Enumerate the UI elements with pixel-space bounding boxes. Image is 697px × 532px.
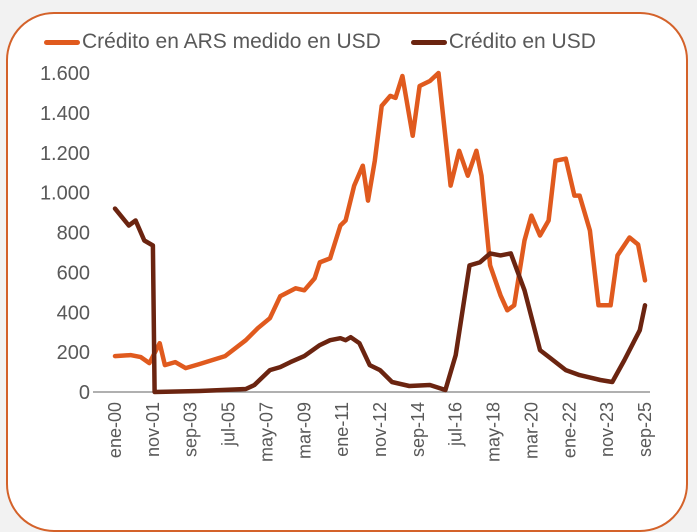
- y-tick-label: 800: [57, 223, 90, 245]
- x-tick-label: may-18: [484, 402, 504, 462]
- y-tick-label: 200: [57, 342, 90, 364]
- x-tick-label: ene-00: [105, 402, 125, 458]
- x-tick-label: sep-03: [181, 402, 201, 457]
- series-line-ars: [112, 70, 648, 371]
- x-tick-label: ene-11: [332, 402, 352, 457]
- y-tick-label: 0: [79, 382, 90, 404]
- y-tick-label: 1.400: [40, 103, 90, 125]
- legend-item-ars: Crédito en ARS medido en USD: [44, 30, 381, 54]
- y-tick-label: 1.000: [40, 183, 90, 205]
- y-tick-label: 1.600: [40, 63, 90, 85]
- x-tick-label: jul-16: [446, 402, 466, 447]
- line-chart: 0 200 400 600 800 1.000 1.200 1.400 1.600 ene-00 n…: [40, 63, 655, 462]
- x-tick-label: sep-14: [408, 402, 428, 457]
- x-tick-label: mar-09: [294, 402, 314, 459]
- legend-label-usd: Crédito en USD: [448, 30, 596, 53]
- x-tick-label: ene-22: [559, 402, 579, 458]
- x-tick-label: nov-12: [370, 402, 390, 457]
- x-tick-label: sep-25: [635, 402, 655, 457]
- x-tick-label: nov-23: [597, 402, 617, 457]
- x-tick-label: nov-01: [143, 402, 163, 457]
- x-tick-label: mar-20: [521, 402, 541, 459]
- chart-card: [6, 12, 688, 532]
- y-tick-label: 600: [57, 262, 90, 284]
- legend-swatch-ars: [44, 39, 80, 45]
- y-tick-label: 1.200: [40, 143, 90, 165]
- series-line-usd: [112, 206, 648, 395]
- legend-swatch-usd: [410, 39, 447, 45]
- x-tick-label: jul-05: [219, 402, 239, 447]
- legend-item-usd: Crédito en USD: [410, 30, 596, 54]
- legend: Crédito en ARS medido en USD Crédito en …: [44, 30, 596, 54]
- legend-label-ars: Crédito en ARS medido en USD: [82, 30, 381, 53]
- y-tick-label: 400: [57, 302, 90, 324]
- x-tick-label: may-07: [256, 402, 276, 462]
